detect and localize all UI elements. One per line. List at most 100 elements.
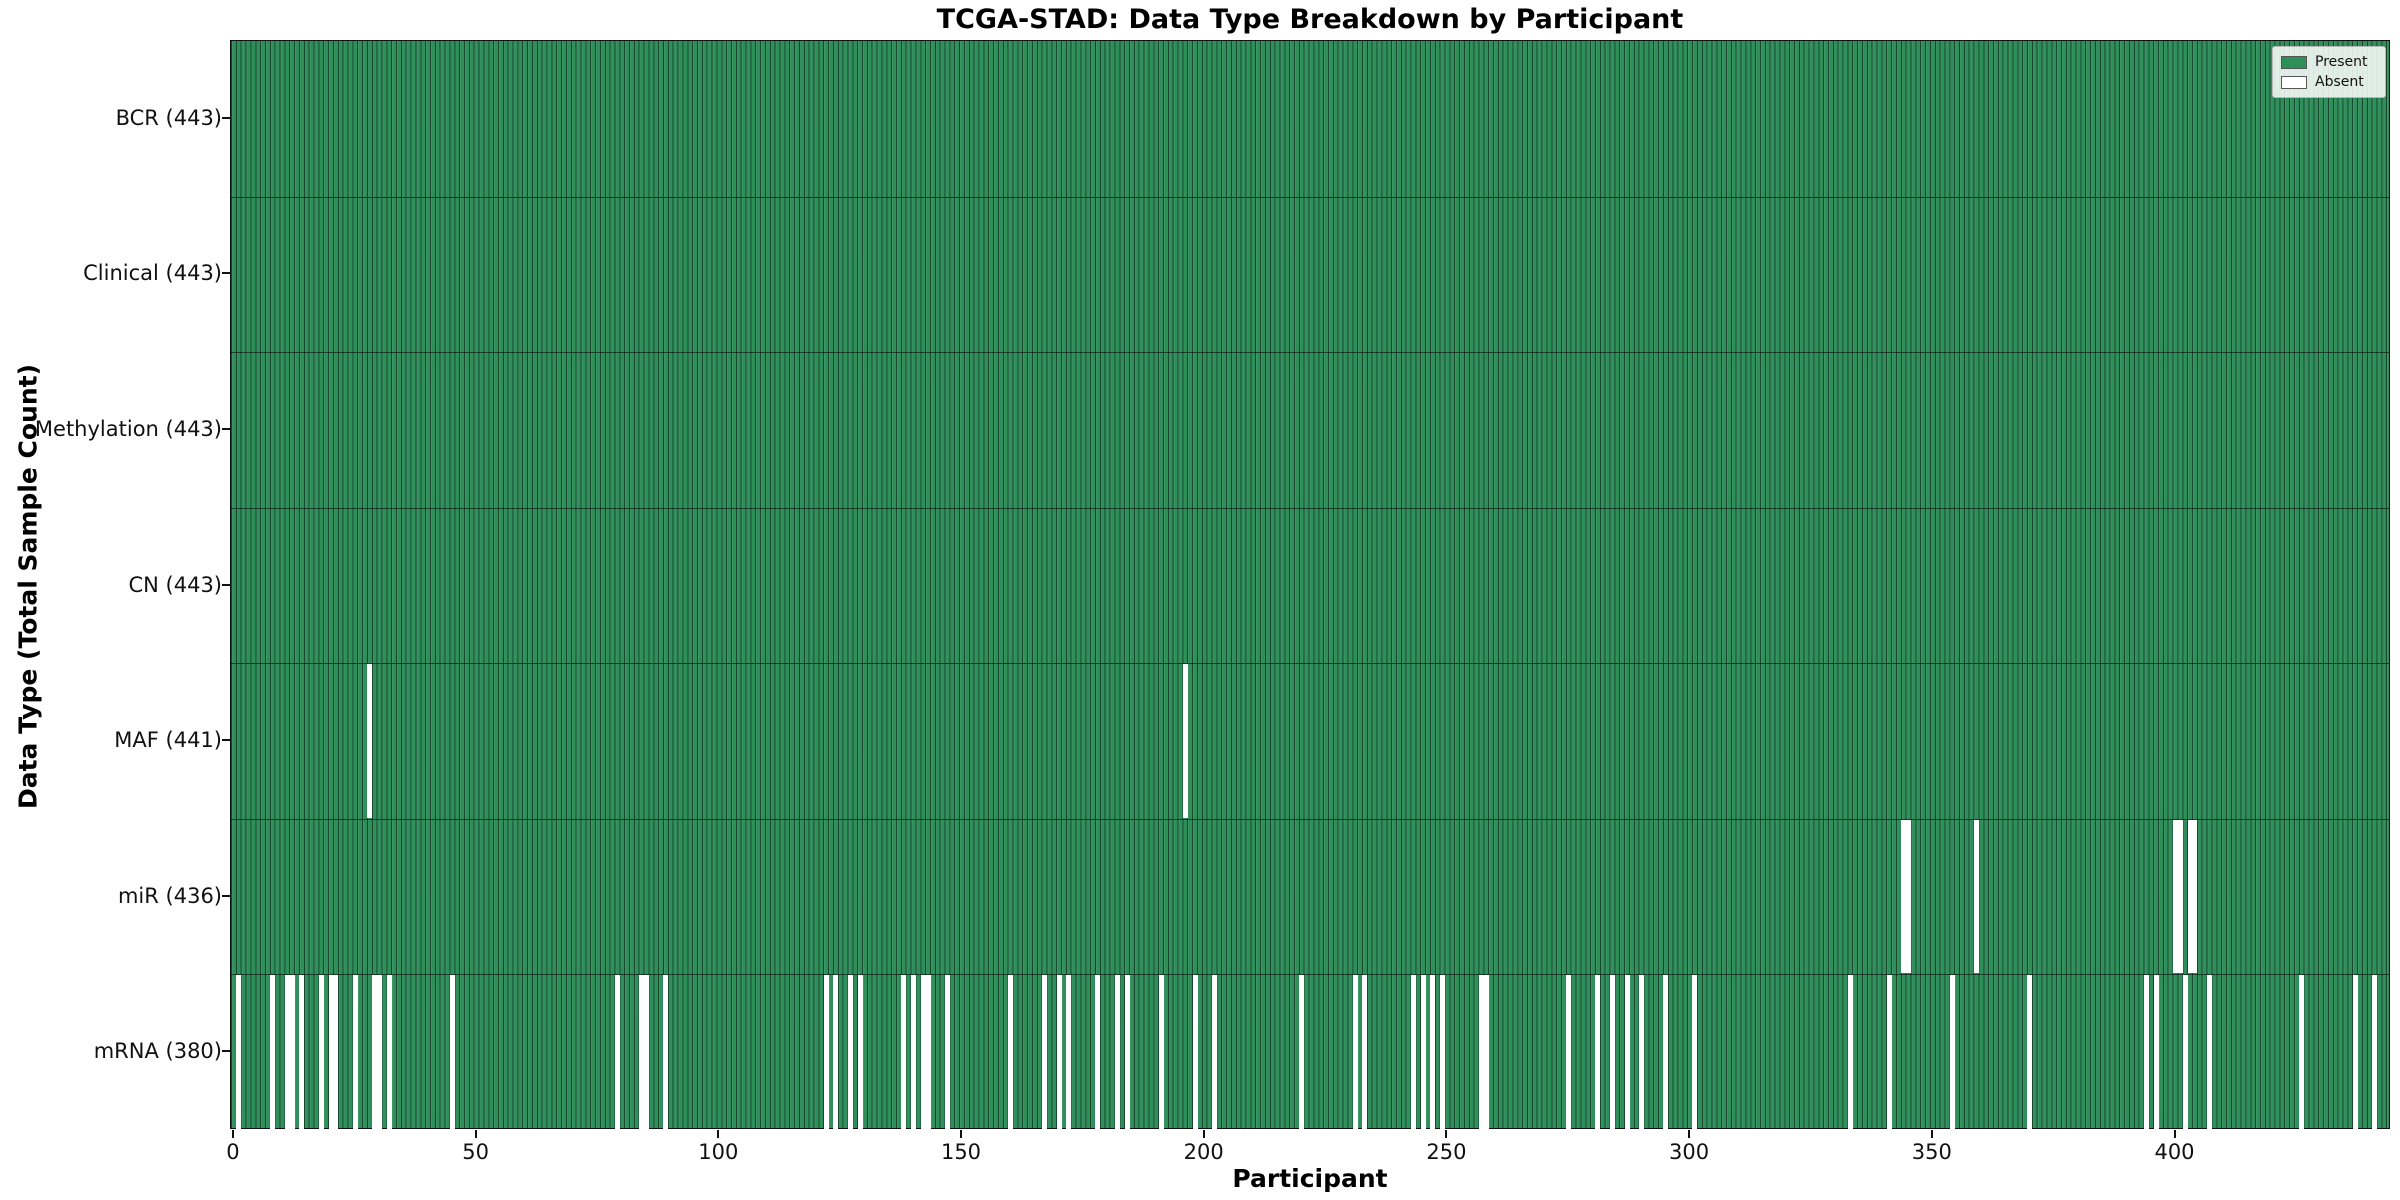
x-tick-mark	[717, 1130, 720, 1138]
absent-cell-mRNA-426	[2299, 975, 2305, 1129]
absent-cell-mRNA-287	[1624, 975, 1630, 1129]
absent-cell-miR-345	[1906, 819, 1911, 974]
absent-swatch-icon	[2281, 75, 2307, 89]
x-tick-mark	[474, 1130, 477, 1138]
absent-cell-mRNA-89	[663, 975, 669, 1129]
row-boundary-line	[231, 818, 2389, 820]
y-tick-label-CN: CN (443)	[128, 572, 222, 597]
x-tick-label-300: 300	[1669, 1140, 1710, 1164]
absent-cell-mRNA-21	[333, 975, 339, 1129]
absent-cell-mRNA-45	[449, 975, 455, 1129]
legend-label-present: Present	[2315, 54, 2368, 70]
absent-cell-mRNA-25	[352, 975, 358, 1129]
y-tick-mark	[222, 894, 230, 897]
absent-cell-MAF-196	[1182, 664, 1188, 818]
row-boundary-line	[231, 974, 2389, 976]
absent-cell-mRNA-437	[2352, 975, 2358, 1129]
absent-cell-mRNA-233	[1362, 975, 1368, 1129]
legend-item-present: Present	[2281, 52, 2377, 72]
y-tick-mark	[222, 272, 230, 275]
absent-cell-mRNA-122	[823, 975, 829, 1129]
absent-cell-mRNA-441	[2372, 975, 2377, 1129]
absent-cell-mRNA-258	[1483, 975, 1489, 1129]
x-tick-label-250: 250	[1426, 1140, 1467, 1164]
absent-cell-mRNA-402	[2182, 975, 2188, 1129]
absent-cell-mRNA-140	[911, 975, 916, 1129]
chart-title: TCGA-STAD: Data Type Breakdown by Partic…	[936, 4, 1684, 35]
absent-cell-mRNA-32	[386, 975, 392, 1129]
absent-cell-mRNA-124	[833, 975, 839, 1129]
absent-cell-mRNA-394	[2143, 975, 2149, 1129]
absent-cell-mRNA-12	[289, 975, 295, 1129]
y-tick-label-mRNA: mRNA (380)	[93, 1039, 222, 1064]
x-tick-label-50: 50	[462, 1140, 489, 1164]
x-tick-label-400: 400	[2154, 1140, 2195, 1164]
x-tick-mark	[1930, 1130, 1933, 1138]
row-boundary-line	[231, 352, 2389, 354]
absent-cell-mRNA-231	[1352, 975, 1358, 1129]
x-tick-label-0: 0	[226, 1140, 240, 1164]
absent-cell-mRNA-202	[1211, 975, 1217, 1129]
x-tick-label-350: 350	[1911, 1140, 1952, 1164]
y-tick-mark	[222, 427, 230, 430]
absent-cell-mRNA-8	[270, 975, 276, 1129]
absent-cell-mRNA-160	[1008, 975, 1013, 1129]
y-tick-mark	[222, 739, 230, 742]
absent-cell-mRNA-182	[1114, 975, 1120, 1129]
absent-cell-mRNA-245	[1420, 975, 1426, 1129]
y-tick-label-Clinical: Clinical (443)	[83, 261, 222, 286]
x-tick-mark	[960, 1130, 962, 1138]
y-tick-label-BCR: BCR (443)	[115, 105, 222, 130]
x-tick-mark	[2173, 1130, 2176, 1138]
absent-cell-mRNA-143	[925, 975, 931, 1129]
absent-cell-mRNA-79	[614, 975, 620, 1129]
legend-item-absent: Absent	[2281, 72, 2377, 92]
x-tick-mark	[231, 1130, 234, 1138]
absent-cell-mRNA-191	[1158, 975, 1164, 1129]
y-tick-label-MAF: MAF (441)	[114, 728, 222, 753]
x-tick-label-150: 150	[940, 1140, 982, 1164]
absent-cell-mRNA-184	[1124, 975, 1130, 1129]
absent-cell-mRNA-85	[644, 975, 649, 1129]
absent-cell-mRNA-127	[847, 975, 853, 1129]
absent-cell-mRNA-18	[318, 975, 324, 1129]
absent-cell-mRNA-370	[2027, 975, 2033, 1129]
absent-cell-mRNA-281	[1595, 975, 1601, 1129]
absent-cell-miR-401	[2177, 819, 2183, 974]
plot-area	[230, 40, 2390, 1129]
absent-cell-mRNA-333	[1847, 975, 1853, 1129]
x-axis-label: Participant	[1232, 1164, 1388, 1193]
y-axis-label: Data Type (Total Sample Count)	[13, 363, 43, 810]
absent-cell-mRNA-198	[1192, 975, 1198, 1129]
absent-cell-miR-400	[2173, 819, 2178, 974]
absent-cell-mRNA-147	[944, 975, 950, 1129]
absent-cell-mRNA-284	[1609, 975, 1615, 1129]
absent-cell-mRNA-301	[1692, 975, 1698, 1129]
absent-cell-mRNA-167	[1042, 975, 1047, 1129]
absent-cell-mRNA-243	[1410, 975, 1416, 1129]
absent-cell-mRNA-172	[1066, 975, 1072, 1129]
absent-cell-mRNA-249	[1440, 975, 1445, 1129]
present-swatch-icon	[2281, 55, 2307, 69]
absent-cell-MAF-28	[367, 664, 373, 818]
absent-cell-mRNA-220	[1299, 975, 1305, 1129]
absent-cell-mRNA-14	[299, 975, 305, 1129]
absent-cell-mRNA-170	[1056, 975, 1062, 1129]
absent-cell-mRNA-275	[1566, 975, 1572, 1129]
absent-cell-mRNA-295	[1663, 975, 1669, 1129]
absent-cell-mRNA-341	[1886, 975, 1892, 1129]
row-boundary-line	[231, 663, 2389, 665]
y-tick-label-miR: miR (436)	[117, 883, 222, 908]
x-tick-mark	[1202, 1130, 1205, 1138]
absent-cell-mRNA-29	[372, 975, 378, 1129]
absent-cell-mRNA-178	[1095, 975, 1101, 1129]
absent-cell-miR-344	[1901, 819, 1907, 974]
absent-cell-mRNA-354	[1949, 975, 1955, 1129]
absent-cell-mRNA-129	[857, 975, 863, 1129]
x-tick-label-100: 100	[698, 1140, 739, 1164]
x-tick-mark	[1445, 1130, 1448, 1138]
absent-cell-mRNA-84	[639, 975, 645, 1129]
absent-cell-miR-404	[2192, 819, 2198, 974]
absent-cell-miR-359	[1974, 819, 1979, 974]
